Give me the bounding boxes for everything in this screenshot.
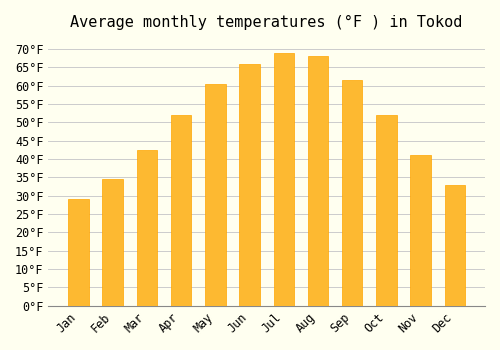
- Title: Average monthly temperatures (°F ) in Tokod: Average monthly temperatures (°F ) in To…: [70, 15, 463, 30]
- Bar: [68, 199, 88, 306]
- Bar: [342, 80, 362, 306]
- Bar: [410, 155, 431, 306]
- Bar: [240, 64, 260, 306]
- Bar: [308, 56, 328, 306]
- Bar: [102, 179, 123, 306]
- Bar: [376, 115, 396, 306]
- Bar: [444, 185, 465, 306]
- Bar: [205, 84, 226, 306]
- Bar: [171, 115, 192, 306]
- Bar: [274, 53, 294, 306]
- Bar: [136, 150, 157, 306]
